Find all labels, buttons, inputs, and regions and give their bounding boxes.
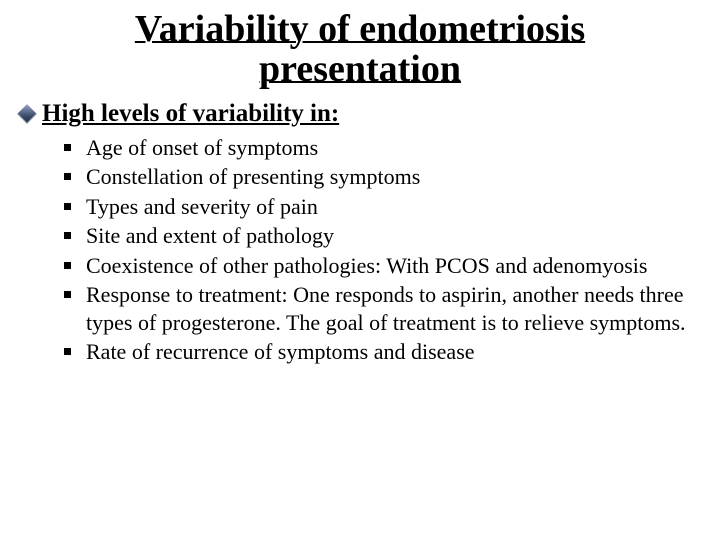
square-bullet-icon [64,232,71,239]
slide: Variability of endometriosispresentation… [0,0,720,540]
list-item-text: Constellation of presenting symptoms [86,164,420,189]
square-bullet-icon [64,348,71,355]
list-item-text: Age of onset of symptoms [86,135,318,160]
list-item: Types and severity of pain [64,193,700,221]
list-item: Site and extent of pathology [64,222,700,250]
square-bullet-icon [64,262,71,269]
square-bullet-icon [64,203,71,210]
square-bullet-icon [64,291,71,298]
list-item-text: Rate of recurrence of symptoms and disea… [86,339,475,364]
lead-row: High levels of variability in: [20,100,700,128]
list-item: Response to treatment: One responds to a… [64,281,700,336]
lead-text: High levels of variability in: [42,100,339,128]
title-line: Variability of endometriosis [135,8,585,50]
bullet-list: Age of onset of symptoms Constellation of… [64,134,700,366]
list-item: Coexistence of other pathologies: With P… [64,252,700,280]
list-item: Constellation of presenting symptoms [64,163,700,191]
list-item-text: Coexistence of other pathologies: With P… [86,253,647,278]
list-item-text: Site and extent of pathology [86,223,334,248]
list-item: Rate of recurrence of symptoms and disea… [64,338,700,366]
list-item: Age of onset of symptoms [64,134,700,162]
slide-title: Variability of endometriosispresentation [20,10,700,90]
list-item-text: Response to treatment: One responds to a… [86,282,686,335]
square-bullet-icon [64,173,71,180]
diamond-bullet-icon [17,104,37,124]
list-item-text: Types and severity of pain [86,194,318,219]
square-bullet-icon [64,144,71,151]
title-line: presentation [259,48,461,90]
